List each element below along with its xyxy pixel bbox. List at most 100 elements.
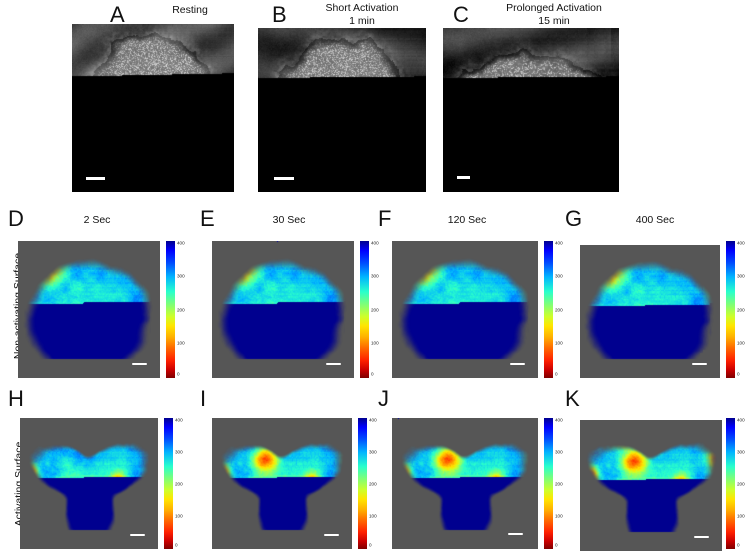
cbar-tick-400-i: 400 [369, 417, 377, 423]
panel-title-b: Short Activation 1 min [292, 2, 432, 28]
panel-letter-i: I [200, 386, 207, 411]
sem-image-resting [72, 24, 234, 192]
cbar-tick-100-i: 100 [369, 513, 377, 519]
colorbar-gradient-i [358, 418, 367, 549]
cbar-tick-400-h: 400 [175, 417, 183, 423]
colorbar-f: 400 300 200 100 0 [544, 241, 572, 378]
colorbar-gradient-e [360, 241, 369, 378]
cbar-tick-200-k: 200 [737, 481, 745, 487]
panel-title-d: 2 Sec [83, 214, 111, 226]
cbar-tick-100-g: 100 [737, 341, 745, 347]
colorbar-ticks-d: 400 300 200 100 0 [177, 241, 195, 378]
panel-title-g: 400 Sec [635, 214, 675, 226]
cbar-tick-100-j: 100 [555, 513, 563, 519]
panel-letter-c: C [453, 2, 469, 27]
heatmap-canvas-f [392, 241, 538, 378]
heatmap-panel-e [212, 241, 354, 378]
sem-canvas-b [258, 28, 426, 192]
colorbar-e: 400 300 200 100 0 [360, 241, 388, 378]
cbar-tick-400-j: 400 [555, 417, 563, 423]
colorbar-i: 400 300 200 100 0 [358, 418, 386, 549]
heatmap-panel-g [580, 245, 720, 378]
heatmap-canvas-h [20, 418, 158, 549]
cbar-tick-0-j: 0 [555, 543, 558, 549]
cbar-tick-100-d: 100 [177, 341, 185, 347]
panel-title-c-line2: 15 min [538, 15, 570, 28]
cbar-tick-200-f: 200 [555, 307, 563, 313]
cbar-tick-0-k: 0 [737, 543, 740, 549]
cbar-tick-300-i: 300 [369, 449, 377, 455]
panel-title-f: 120 Sec [447, 214, 487, 226]
cbar-tick-400-f: 400 [555, 240, 563, 246]
colorbar-gradient-g [726, 241, 735, 378]
panel-title-c-line1: Prolonged Activation [506, 2, 602, 14]
panel-letter-f: F [378, 206, 392, 231]
cbar-tick-0-f: 0 [555, 371, 558, 377]
sem-canvas-c [443, 28, 619, 192]
cbar-tick-400-e: 400 [371, 240, 379, 246]
scale-bar-k [694, 535, 709, 538]
heatmap-panel-j [392, 418, 538, 549]
colorbar-ticks-k: 400 300 200 100 0 [737, 418, 750, 549]
cbar-tick-0-d: 0 [177, 371, 180, 377]
colorbar-gradient-f [544, 241, 553, 378]
scale-bar-b [274, 177, 294, 180]
cbar-tick-300-j: 300 [555, 449, 563, 455]
colorbar-j: 400 300 200 100 0 [544, 418, 572, 549]
colorbar-ticks-g: 400 300 200 100 0 [737, 241, 750, 378]
cbar-tick-200-d: 200 [177, 307, 185, 313]
cbar-tick-100-k: 100 [737, 513, 745, 519]
panel-title-c: Prolonged Activation 15 min [474, 2, 634, 28]
cbar-tick-300-h: 300 [175, 449, 183, 455]
cbar-tick-100-e: 100 [371, 341, 379, 347]
colorbar-gradient-h [164, 418, 173, 549]
panel-letter-d: D [8, 206, 24, 231]
cbar-tick-300-e: 300 [371, 274, 379, 279]
heatmap-canvas-g [580, 245, 720, 378]
cbar-tick-400-k: 400 [737, 417, 745, 423]
colorbar-gradient-d [166, 241, 175, 378]
sem-canvas-a [72, 24, 234, 192]
scale-bar-c [457, 176, 470, 179]
cbar-tick-0-g: 0 [737, 371, 740, 377]
colorbar-ticks-j: 400 300 200 100 0 [555, 418, 573, 549]
colorbar-g: 400 300 200 100 0 [726, 241, 750, 378]
heatmap-canvas-i [212, 418, 352, 549]
cbar-tick-300-d: 300 [177, 274, 185, 279]
cbar-tick-200-j: 200 [555, 481, 563, 487]
heatmap-panel-d [18, 241, 160, 378]
panel-title-e: 30 Sec [272, 214, 306, 226]
cbar-tick-0-e: 0 [371, 371, 374, 377]
cbar-tick-200-h: 200 [175, 481, 183, 487]
heatmap-panel-f [392, 241, 538, 378]
cbar-tick-300-f: 300 [555, 274, 563, 279]
panel-letter-j: J [378, 386, 389, 411]
scale-bar-j [508, 532, 523, 535]
colorbar-h: 400 300 200 100 0 [164, 418, 192, 549]
colorbar-ticks-h: 400 300 200 100 0 [175, 418, 193, 549]
colorbar-ticks-e: 400 300 200 100 0 [371, 241, 389, 378]
cbar-tick-400-g: 400 [737, 240, 745, 246]
panel-title-b-line2: 1 min [349, 15, 375, 28]
sem-image-short-activation [258, 28, 426, 192]
heatmap-canvas-k [580, 420, 722, 551]
panel-letter-g: G [565, 206, 583, 231]
colorbar-ticks-i: 400 300 200 100 0 [369, 418, 387, 549]
sem-image-prolonged-activation [443, 28, 619, 192]
heatmap-canvas-j [392, 418, 538, 549]
heatmap-panel-i [212, 418, 352, 549]
scale-bar-a [86, 177, 105, 180]
cbar-tick-100-h: 100 [175, 513, 183, 519]
cbar-tick-100-f: 100 [555, 341, 563, 347]
panel-letter-b: B [272, 2, 287, 27]
cbar-tick-200-g: 200 [737, 307, 745, 313]
panel-title-a-line1: Resting [172, 4, 208, 16]
cbar-tick-400-d: 400 [177, 240, 185, 246]
panel-letter-k: K [565, 386, 580, 411]
scale-bar-g [692, 362, 707, 365]
panel-title-a: Resting [130, 4, 250, 17]
panel-letter-e: E [200, 206, 215, 231]
heatmap-canvas-e [212, 241, 354, 378]
colorbar-gradient-j [544, 418, 553, 549]
cbar-tick-300-k: 300 [737, 449, 745, 455]
